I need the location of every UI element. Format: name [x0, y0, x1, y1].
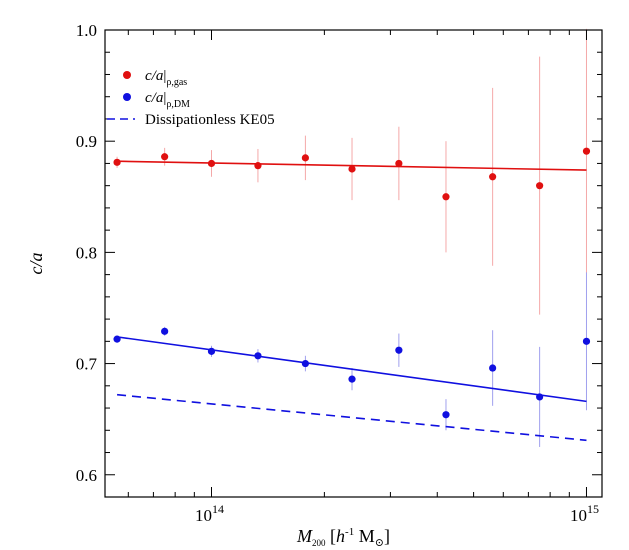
data-point: [301, 359, 309, 368]
data-point: [161, 153, 169, 161]
x-axis-label: M200 [h-1 M⊙]: [296, 526, 390, 549]
data-point: [207, 159, 216, 168]
y-tick-label: 0.7: [76, 355, 98, 374]
data-point: [301, 154, 309, 162]
data-point: [348, 375, 356, 383]
fit-line: [116, 336, 587, 403]
x-tick-label: 1015: [570, 502, 599, 525]
data-point: [395, 346, 403, 354]
data-point: [489, 173, 497, 181]
x-tick-label: 1014: [195, 502, 224, 525]
legend-marker: [123, 71, 131, 79]
y-tick-label: 1.0: [76, 21, 97, 40]
y-tick-label: 0.8: [76, 243, 97, 262]
plot-frame: [104, 29, 603, 498]
data-point: [442, 193, 450, 201]
legend-marker: [123, 93, 131, 101]
data-point: [113, 335, 121, 343]
y-tick-label: 0.6: [76, 466, 97, 485]
data-point: [536, 393, 544, 401]
legend-label: c/a|ρ,DM: [145, 90, 190, 110]
legend-label: Dissipationless KE05: [145, 112, 275, 128]
y-tick-label: 0.9: [76, 132, 97, 151]
y-axis-label: c/a: [26, 253, 46, 275]
data-point: [582, 147, 591, 155]
data-point: [161, 327, 169, 335]
legend-label: c/a|ρ,gas: [145, 68, 187, 88]
data-point: [348, 165, 356, 173]
data-point: [254, 352, 262, 360]
data-point: [254, 162, 262, 170]
data-point: [113, 158, 121, 166]
data-point: [395, 159, 403, 168]
plot-area: [113, 28, 591, 447]
data-point: [489, 364, 497, 372]
data-point: [442, 411, 450, 419]
data-point: [207, 347, 216, 355]
ke05-dashed-line: [116, 393, 587, 442]
axis-ticks: 0.6 0.7 0.8 0.9 1.0 1014 1015: [76, 21, 602, 525]
data-point: [536, 182, 544, 190]
data-point: [582, 337, 591, 345]
